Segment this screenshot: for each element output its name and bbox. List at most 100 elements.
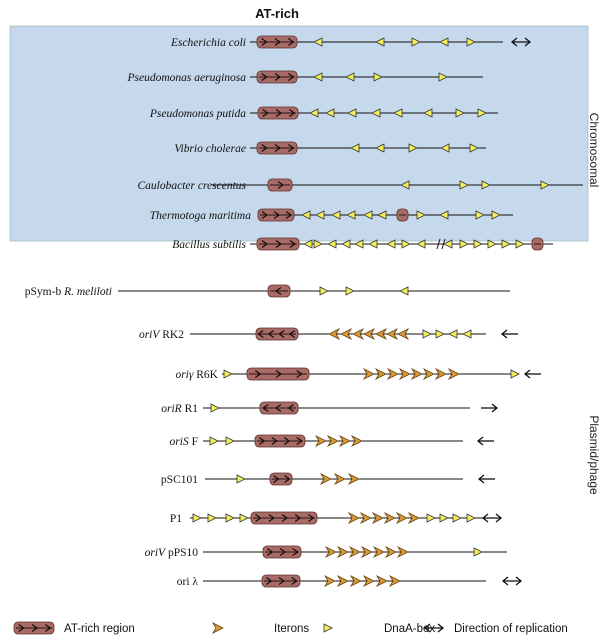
iteron-icon bbox=[211, 622, 224, 634]
legend-label: AT-rich region bbox=[64, 623, 135, 635]
dnaa-box bbox=[443, 239, 453, 249]
replication-direction-arrow bbox=[476, 436, 494, 446]
dnaa-box bbox=[438, 72, 448, 82]
origin-row: pSym-b R. meliloti bbox=[25, 284, 510, 298]
dnaa-box bbox=[331, 210, 341, 220]
origin-row: Pseudomonas putida bbox=[149, 106, 498, 120]
dnaa-box bbox=[466, 37, 476, 47]
row-label: Vibrio cholerae bbox=[174, 143, 246, 155]
dnaa-box bbox=[239, 513, 249, 523]
origin-row: ori λ bbox=[177, 574, 523, 588]
origin-row: pSC101 bbox=[161, 472, 495, 486]
dnaa-box bbox=[435, 329, 445, 339]
legend-label: DnaA-box bbox=[384, 623, 435, 635]
replication-direction-arrow bbox=[510, 37, 532, 47]
dnaa-box bbox=[323, 623, 333, 633]
dnaa-box bbox=[325, 108, 335, 118]
row-label: Caulobacter crescentus bbox=[138, 180, 247, 192]
iteron bbox=[336, 575, 349, 587]
origin-row: P1 bbox=[170, 511, 503, 525]
legend-label: Iterons bbox=[274, 623, 309, 635]
iteron bbox=[397, 328, 410, 340]
row-label: pSym-b R. meliloti bbox=[25, 286, 112, 298]
dnaa-box bbox=[309, 108, 319, 118]
dnaa-box bbox=[466, 513, 476, 523]
replication-direction-arrow bbox=[481, 513, 503, 523]
at-rich-region bbox=[250, 511, 318, 525]
dnaa-box bbox=[225, 513, 235, 523]
dnaa-box bbox=[426, 513, 436, 523]
dnaa-box bbox=[455, 108, 465, 118]
origin-row: oriγ R6K bbox=[175, 367, 541, 381]
replication-direction-arrow bbox=[481, 403, 499, 413]
iteron bbox=[211, 622, 224, 634]
dnaa-box bbox=[540, 180, 550, 190]
legend-item: Iterons bbox=[211, 622, 309, 635]
row-label: Bacillus subtilis bbox=[172, 239, 246, 251]
dnaa-box bbox=[393, 108, 403, 118]
diagram-title: AT-rich bbox=[255, 6, 299, 21]
at-rich-region bbox=[254, 434, 306, 448]
dnaa-box bbox=[341, 239, 351, 249]
origin-row: oriV RK2 bbox=[139, 327, 518, 341]
iteron bbox=[348, 546, 361, 558]
iteron bbox=[383, 512, 396, 524]
origin-row: Pseudomonas aeruginosa bbox=[126, 70, 483, 84]
at-rich-region bbox=[396, 208, 409, 222]
dnaa-box bbox=[459, 180, 469, 190]
row-label-segment: P1 bbox=[170, 513, 182, 525]
iteron bbox=[396, 546, 409, 558]
legend-item: DnaA-box bbox=[323, 623, 435, 635]
iteron bbox=[319, 473, 332, 485]
row-label-segment: R. meliloti bbox=[63, 286, 112, 298]
dnaa-box bbox=[236, 474, 246, 484]
iteron bbox=[347, 473, 360, 485]
at-rich-region bbox=[262, 545, 302, 559]
at-rich-region bbox=[13, 621, 55, 635]
legend-item: AT-rich region bbox=[13, 621, 135, 635]
row-label: Thermotoga maritima bbox=[150, 210, 252, 222]
legend-label: Direction of replication bbox=[454, 623, 568, 635]
row-label-segment: pSym-b bbox=[25, 286, 64, 298]
replication-direction-arrow bbox=[423, 623, 445, 633]
row-label-segment: oriγ bbox=[175, 369, 193, 381]
at-rich-region bbox=[257, 106, 299, 120]
row-label-segment: Thermotoga maritima bbox=[150, 210, 252, 222]
legend-item: Direction of replication bbox=[423, 623, 568, 635]
dnaa-box bbox=[345, 286, 355, 296]
at-rich-region-icon bbox=[13, 621, 55, 635]
iteron bbox=[350, 435, 363, 447]
at-rich-region bbox=[256, 35, 298, 49]
row-label-segment: oriS bbox=[170, 436, 189, 448]
row-label: oriR R1 bbox=[161, 403, 198, 415]
dnaa-box bbox=[301, 210, 311, 220]
dnaa-box bbox=[354, 239, 364, 249]
iteron bbox=[422, 368, 435, 380]
dnaa-box bbox=[319, 286, 329, 296]
dnaa-box bbox=[487, 239, 497, 249]
dnaa-box bbox=[303, 239, 313, 249]
row-label-segment: oriV bbox=[139, 329, 161, 341]
iteron bbox=[362, 575, 375, 587]
dnaa-box bbox=[408, 143, 418, 153]
row-label-segment: Bacillus subtilis bbox=[172, 239, 246, 251]
row-label-segment: Pseudomonas putida bbox=[149, 108, 246, 120]
origin-row: Bacillus subtilis bbox=[172, 237, 553, 251]
row-label: ori λ bbox=[177, 576, 199, 588]
iteron bbox=[338, 435, 351, 447]
row-label: P1 bbox=[170, 513, 182, 525]
dnaa-box bbox=[401, 239, 411, 249]
dnaa-box bbox=[501, 239, 511, 249]
iteron bbox=[398, 368, 411, 380]
sequence-break bbox=[436, 238, 446, 250]
dnaa-box bbox=[400, 180, 410, 190]
iteron bbox=[407, 512, 420, 524]
row-label-segment: Pseudomonas aeruginosa bbox=[126, 72, 246, 84]
row-label: oriV RK2 bbox=[139, 329, 184, 341]
iteron bbox=[410, 368, 423, 380]
dnaa-box bbox=[368, 239, 378, 249]
row-label-segment: Vibrio cholerae bbox=[174, 143, 246, 155]
dnaa-box bbox=[386, 239, 396, 249]
iteron bbox=[362, 368, 375, 380]
